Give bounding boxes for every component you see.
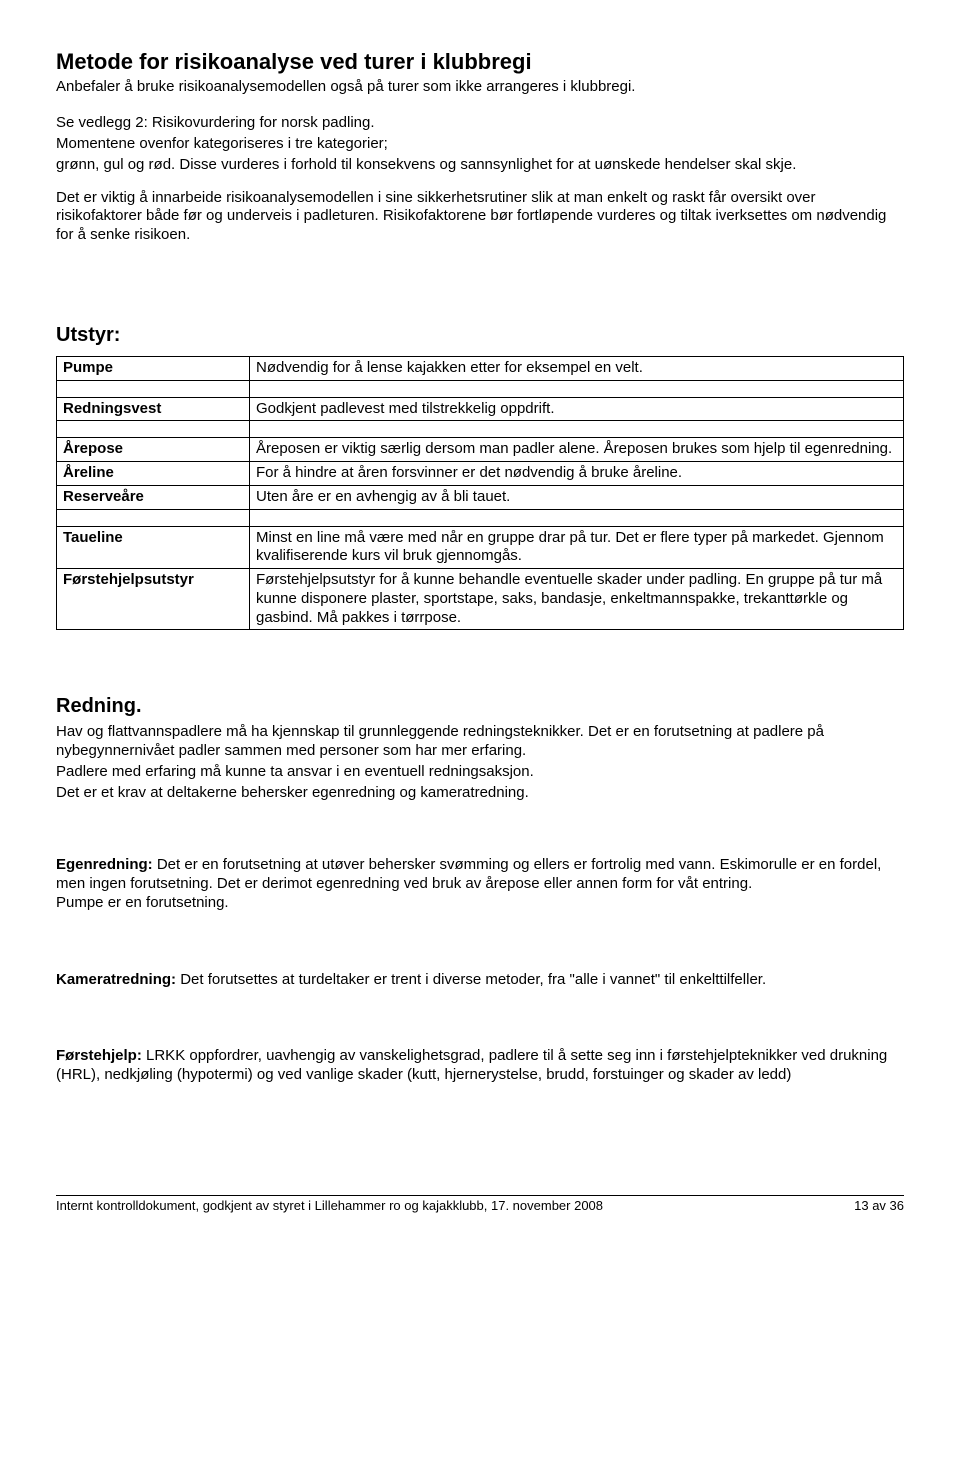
equip-label: Reserveåre [57, 485, 250, 509]
table-row: Pumpe Nødvendig for å lense kajakken ett… [57, 356, 904, 380]
redning-p1: Hav og flattvannspadlere må ha kjennskap… [56, 723, 904, 761]
egenredning-block: Egenredning: Det er en forutsetning at u… [56, 856, 904, 912]
table-row: Taueline Minst en line må være med når e… [57, 526, 904, 569]
intro-paragraph-3b: grønn, gul og rød. Disse vurderes i forh… [56, 156, 904, 175]
page-footer: Internt kontrolldokument, godkjent av st… [56, 1195, 904, 1214]
egenredning-last: Pumpe er en forutsetning. [56, 894, 904, 913]
intro-paragraph-4: Det er viktig å innarbeide risikoanalyse… [56, 189, 904, 245]
table-row: Førstehjelpsutstyr Førstehjelpsutstyr fo… [57, 569, 904, 630]
egenredning-text: Det er en forutsetning at utøver behersk… [56, 856, 881, 892]
utstyr-heading: Utstyr: [56, 323, 904, 348]
page-title: Metode for risikoanalyse ved turer i klu… [56, 48, 904, 76]
intro-paragraph-2: Se vedlegg 2: Risikovurdering for norsk … [56, 114, 904, 133]
intro-paragraph-3a: Momentene ovenfor kategoriseres i tre ka… [56, 135, 904, 154]
redning-p2: Padlere med erfaring må kunne ta ansvar … [56, 763, 904, 782]
equip-label: Redningsvest [57, 397, 250, 421]
equip-label: Førstehjelpsutstyr [57, 569, 250, 630]
table-row: Redningsvest Godkjent padlevest med tils… [57, 397, 904, 421]
equip-text: Minst en line må være med når en gruppe … [250, 526, 904, 569]
kameratredning-text: Det forutsettes at turdeltaker er trent … [176, 971, 766, 988]
equip-label: Årepose [57, 438, 250, 462]
equip-text: Godkjent padlevest med tilstrekkelig opp… [250, 397, 904, 421]
table-row: Årepose Åreposen er viktig særlig dersom… [57, 438, 904, 462]
equip-text: Uten åre er en avhengig av å bli tauet. [250, 485, 904, 509]
table-row: Reserveåre Uten åre er en avhengig av å … [57, 485, 904, 509]
equip-label: Taueline [57, 526, 250, 569]
forstehjelp-text: LRKK oppfordrer, uavhengig av vanskeligh… [56, 1047, 887, 1083]
equipment-table: Pumpe Nødvendig for å lense kajakken ett… [56, 356, 904, 631]
redning-heading: Redning. [56, 694, 904, 719]
kameratredning-lead: Kameratredning: [56, 971, 176, 988]
equip-text: Førstehjelpsutstyr for å kunne behandle … [250, 569, 904, 630]
egenredning-lead: Egenredning: [56, 856, 153, 873]
redning-p3: Det er et krav at deltakerne behersker e… [56, 784, 904, 803]
footer-right: 13 av 36 [854, 1198, 904, 1214]
equip-label: Pumpe [57, 356, 250, 380]
table-row: Åreline For å hindre at åren forsvinner … [57, 462, 904, 486]
footer-left: Internt kontrolldokument, godkjent av st… [56, 1198, 603, 1214]
equip-text: Åreposen er viktig særlig dersom man pad… [250, 438, 904, 462]
kameratredning-block: Kameratredning: Det forutsettes at turde… [56, 971, 904, 990]
forstehjelp-lead: Førstehjelp: [56, 1047, 142, 1064]
forstehjelp-block: Førstehjelp: LRKK oppfordrer, uavhengig … [56, 1047, 904, 1085]
equip-text: Nødvendig for å lense kajakken etter for… [250, 356, 904, 380]
intro-paragraph-1: Anbefaler å bruke risikoanalysemodellen … [56, 78, 904, 97]
equip-label: Åreline [57, 462, 250, 486]
equip-text: For å hindre at åren forsvinner er det n… [250, 462, 904, 486]
